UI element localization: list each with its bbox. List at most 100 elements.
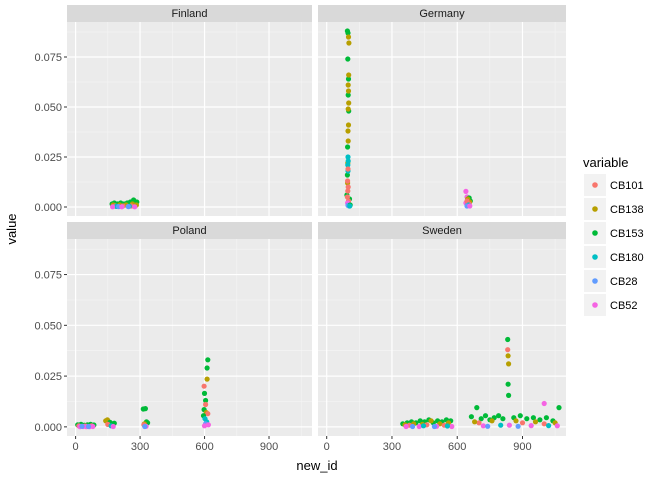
data-point-cb28 (125, 204, 131, 210)
legend: variable CB101 CB138 CB153 CB180 CB28 CB52 (583, 155, 644, 316)
panel-background (318, 239, 566, 436)
data-point-cb138 (513, 418, 519, 424)
legend-swatch (592, 230, 598, 236)
facet-strip-label: Poland (172, 225, 206, 237)
facet-panel-germany: Germany (318, 5, 566, 216)
data-point-cb153 (345, 144, 351, 150)
panel-background (67, 22, 312, 216)
y-axis-title: value (4, 213, 19, 244)
x-axis-title: new_id (296, 458, 337, 473)
legend-swatch (592, 206, 598, 212)
y-tick-label: 0.075 (34, 52, 62, 64)
data-point-cb28 (85, 423, 92, 430)
legend-label: CB138 (610, 204, 644, 216)
x-tick-label: 600 (195, 441, 213, 453)
panel-background (67, 239, 312, 436)
legend-item-cb180: CB180 (584, 246, 644, 268)
data-point-cb138 (428, 418, 434, 424)
data-point-cb138 (345, 88, 352, 94)
legend-item-cb101: CB101 (584, 174, 644, 196)
data-point-cb153 (524, 416, 530, 422)
data-point-cb101 (476, 420, 482, 426)
y-tick-label: 0.000 (34, 202, 62, 214)
data-point-cb52 (110, 204, 116, 210)
y-tick-label: 0.025 (34, 152, 62, 164)
y-tick-label: 0.025 (34, 371, 62, 383)
data-point-cb153 (496, 413, 502, 419)
data-point-cb153 (345, 92, 351, 98)
data-point-cb52 (554, 423, 560, 429)
data-point-cb153 (537, 417, 543, 423)
data-point-cb153 (345, 56, 351, 62)
data-point-cb153 (543, 415, 550, 421)
data-point-cb180 (546, 423, 552, 429)
legend-swatch (592, 302, 598, 308)
data-point-cb101 (505, 347, 511, 353)
data-point-cb28 (410, 423, 416, 430)
data-point-cb138 (532, 419, 539, 425)
data-point-cb153 (345, 76, 352, 82)
legend-label: CB153 (610, 228, 644, 240)
data-point-cb138 (345, 82, 351, 88)
legend-swatch (592, 182, 598, 188)
data-point-cb138 (204, 376, 210, 382)
legend-item-cb153: CB153 (584, 222, 644, 244)
data-point-cb101 (345, 188, 351, 194)
data-point-cb153 (556, 405, 562, 411)
data-point-cb180 (345, 162, 351, 168)
data-point-cb101 (541, 421, 547, 427)
data-point-cb52 (110, 423, 116, 430)
data-point-cb52 (506, 422, 512, 428)
data-point-cb180 (347, 203, 353, 209)
data-point-cb153 (474, 405, 480, 411)
data-point-cb28 (431, 423, 437, 430)
data-point-cb153 (468, 414, 474, 420)
facet-panel-poland: Poland 0.000 0.025 0.050 0.075 0 300 600 900 (34, 222, 312, 453)
data-point-cb153 (344, 172, 350, 178)
data-point-cb153 (500, 416, 506, 422)
data-point-cb138 (345, 34, 352, 40)
data-point-cb153 (201, 390, 208, 396)
legend-item-cb52: CB52 (584, 294, 638, 316)
data-point-cb138 (345, 122, 352, 128)
data-point-cb138 (346, 100, 352, 106)
data-point-cb52 (463, 188, 469, 194)
data-point-cb52 (467, 203, 473, 209)
y-tick-label: 0.000 (34, 422, 62, 434)
facet-strip (318, 5, 566, 22)
legend-label: CB52 (610, 300, 638, 312)
legend-label: CB180 (610, 252, 644, 264)
data-point-cb153 (505, 381, 511, 387)
data-point-cb138 (346, 72, 352, 78)
data-point-cb28 (142, 423, 148, 430)
data-point-cb52 (528, 423, 534, 429)
x-tick-label: 300 (131, 441, 149, 453)
data-point-cb138 (345, 128, 351, 134)
data-point-cb153 (530, 415, 537, 421)
data-point-cb153 (142, 406, 148, 412)
x-tick-label: 900 (260, 441, 278, 453)
legend-swatch (592, 254, 598, 260)
data-point-cb180 (420, 423, 427, 429)
facet-strip (67, 222, 312, 239)
data-point-cb52 (480, 423, 486, 429)
data-point-cb101 (519, 420, 526, 426)
data-point-cb28 (485, 423, 491, 429)
facet-panel-finland: Finland 0.000 0.025 0.050 0.075 (34, 5, 312, 216)
data-point-cb52 (416, 423, 422, 430)
data-point-cb153 (203, 397, 209, 404)
legend-label: CB28 (610, 276, 638, 288)
x-tick-label: 900 (513, 441, 531, 453)
data-point-cb52 (90, 423, 96, 430)
facet-strip (67, 5, 312, 22)
data-point-cb52 (205, 422, 211, 428)
facet-strip-label: Germany (419, 8, 465, 20)
legend-label: CB101 (610, 180, 644, 192)
data-point-cb52 (119, 204, 125, 210)
legend-item-cb28: CB28 (584, 270, 638, 292)
data-point-cb101 (205, 411, 211, 417)
data-point-cb138 (505, 353, 511, 359)
data-point-cb101 (344, 194, 350, 200)
x-tick-label: 600 (448, 441, 466, 453)
